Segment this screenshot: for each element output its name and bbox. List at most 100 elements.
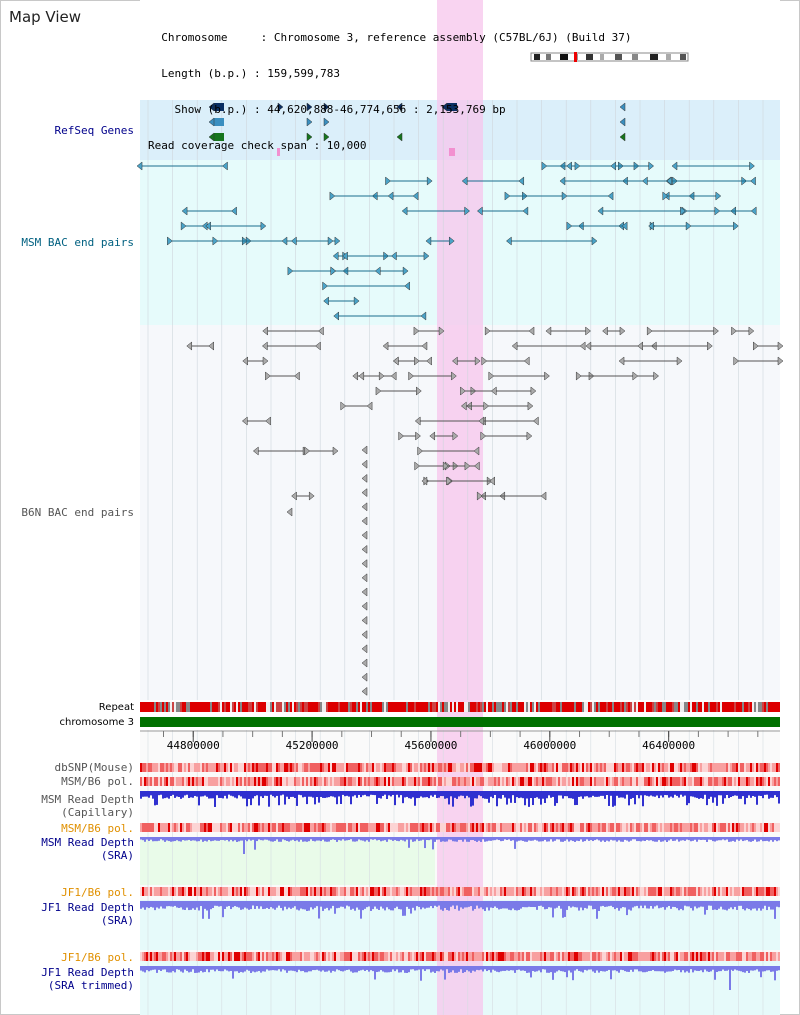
track-label-msm-b6-pol[interactable]: MSM/B6 pol. — [61, 775, 134, 788]
msm-b6-pol-track — [268, 777, 270, 786]
jf1-b6-pol-trimmed-track — [252, 952, 254, 961]
jf1-depth-sra — [310, 901, 312, 908]
msm-b6-pol-sra-track — [336, 823, 338, 832]
msm-b6-pol-track — [672, 777, 674, 786]
msm-b6-pol-track — [242, 777, 244, 786]
jf1-depth-sra — [396, 901, 398, 907]
jf1-depth-trimmed — [738, 966, 740, 971]
msm-depth-capillary — [380, 791, 382, 799]
msm-b6-pol-sra-track — [382, 823, 384, 832]
jf1-b6-pol-trimmed-track — [562, 952, 564, 961]
msm-b6-pol-sra-track — [140, 823, 142, 832]
msm-b6-pol-sra-track — [148, 823, 150, 832]
jf1-b6-pol-track — [208, 887, 210, 896]
jf1-depth-trimmed — [156, 966, 158, 973]
track-label-jf1-depth-sra[interactable]: JF1 Read Depth (SRA) — [41, 901, 134, 927]
msm-depth-sra — [274, 837, 276, 841]
msm-b6-pol-track — [474, 777, 476, 786]
repeat-block — [146, 702, 148, 712]
b6n-bac-end-stack — [361, 488, 368, 498]
jf1-depth-sra — [632, 901, 634, 908]
b6n-bac-end — [777, 356, 784, 366]
track-label-msm-b6-pol-sra[interactable]: MSM/B6 pol. — [61, 822, 134, 835]
track-label-dbsnp[interactable]: dbSNP(Mouse) — [54, 761, 134, 774]
dbsnp-track — [360, 763, 362, 772]
jf1-depth-sra — [500, 901, 502, 909]
track-label-msm-depth-capillary[interactable]: MSM Read Depth (Capillary) — [41, 793, 134, 819]
msm-b6-pol-sra-track — [674, 823, 676, 832]
msm-b6-pol-track — [236, 777, 238, 786]
msm-b6-pol-sra-track — [768, 823, 770, 832]
repeat-block — [226, 702, 228, 712]
b6n-bac-end — [252, 446, 259, 456]
jf1-b6-pol-track — [746, 887, 748, 896]
msm-b6-pol-sra-track — [190, 823, 192, 832]
track-label-msm-depth-sra[interactable]: MSM Read Depth (SRA) — [41, 836, 134, 862]
selection-highlight — [437, 0, 483, 1015]
dbsnp-track — [578, 763, 580, 772]
msm-b6-pol-sra-track — [634, 823, 636, 832]
dbsnp-track — [742, 763, 744, 772]
msm-depth-capillary — [466, 791, 468, 796]
msm-depth-sra — [726, 837, 728, 840]
track-label-msm-bac[interactable]: MSM BAC end pairs — [21, 236, 134, 249]
jf1-depth-sra — [188, 901, 190, 911]
dbsnp-track — [522, 763, 524, 772]
jf1-b6-pol-trimmed-track — [616, 952, 618, 961]
jf1-b6-pol-trimmed-track — [226, 952, 228, 961]
jf1-depth-sra — [748, 901, 750, 910]
track-label-b6n-bac[interactable]: B6N BAC end pairs — [21, 506, 134, 519]
repeat-block — [420, 702, 422, 712]
jf1-b6-pol-track — [592, 887, 594, 896]
track-label-repeat[interactable]: Repeat — [98, 702, 134, 713]
track-label-jf1-b6-pol[interactable]: JF1/B6 pol. — [61, 886, 134, 899]
jf1-depth-trimmed — [688, 966, 690, 973]
msm-depth-capillary — [452, 791, 454, 807]
repeat-block — [424, 702, 426, 712]
track-label-jf1-depth-trimmed[interactable]: JF1 Read Depth (SRA trimmed) — [41, 966, 134, 992]
dbsnp-track — [182, 763, 184, 772]
msm-depth-capillary — [724, 791, 726, 799]
jf1-b6-pol-trimmed-track — [474, 952, 476, 961]
b6n-bac-end — [474, 356, 481, 366]
dbsnp-track — [352, 763, 354, 772]
jf1-depth-sra — [304, 901, 306, 910]
msm-b6-pol-track — [580, 777, 582, 786]
dbsnp-track — [584, 763, 586, 772]
b6n-bac-end — [575, 371, 582, 381]
jf1-b6-pol-trimmed-track — [340, 952, 342, 961]
dbsnp-track — [346, 763, 348, 772]
b6n-bac-end — [446, 476, 452, 486]
msm-depth-sra — [520, 837, 522, 841]
msm-b6-pol-track — [520, 777, 522, 786]
msm-b6-pol-track — [232, 777, 234, 786]
track-label-refseq-genes[interactable]: RefSeq Genes — [54, 124, 134, 137]
jf1-b6-pol-trimmed-track — [598, 952, 600, 961]
jf1-b6-pol-trimmed-track — [750, 952, 752, 961]
msm-depth-capillary — [442, 791, 444, 797]
track-label-jf1-b6-pol-trimmed[interactable]: JF1/B6 pol. — [61, 951, 134, 964]
jf1-b6-pol-track — [348, 887, 350, 896]
msm-b6-pol-track — [512, 777, 514, 786]
msm-b6-pol-sra-track — [622, 823, 624, 832]
jf1-b6-pol-track — [394, 887, 396, 896]
msm-depth-sra — [398, 837, 400, 842]
dbsnp-track — [218, 763, 220, 772]
msm-depth-capillary — [502, 791, 504, 796]
repeat-block — [342, 702, 344, 712]
msm-depth-capillary — [634, 791, 636, 805]
jf1-b6-pol-trimmed-track — [456, 952, 458, 961]
b6n-bac-end — [442, 461, 449, 471]
msm-b6-pol-sra-track — [676, 823, 678, 832]
jf1-depth-sra — [622, 901, 624, 908]
jf1-b6-pol-trimmed-track — [370, 952, 372, 961]
jf1-b6-pol-track — [392, 887, 394, 896]
dbsnp-track — [698, 763, 700, 772]
msm-b6-pol-sra-track — [456, 823, 458, 832]
dbsnp-track — [476, 763, 478, 772]
msm-b6-pol-track — [620, 777, 622, 786]
msm-depth-sra — [752, 837, 754, 842]
dbsnp-track — [156, 763, 158, 772]
repeat-block — [186, 702, 188, 712]
